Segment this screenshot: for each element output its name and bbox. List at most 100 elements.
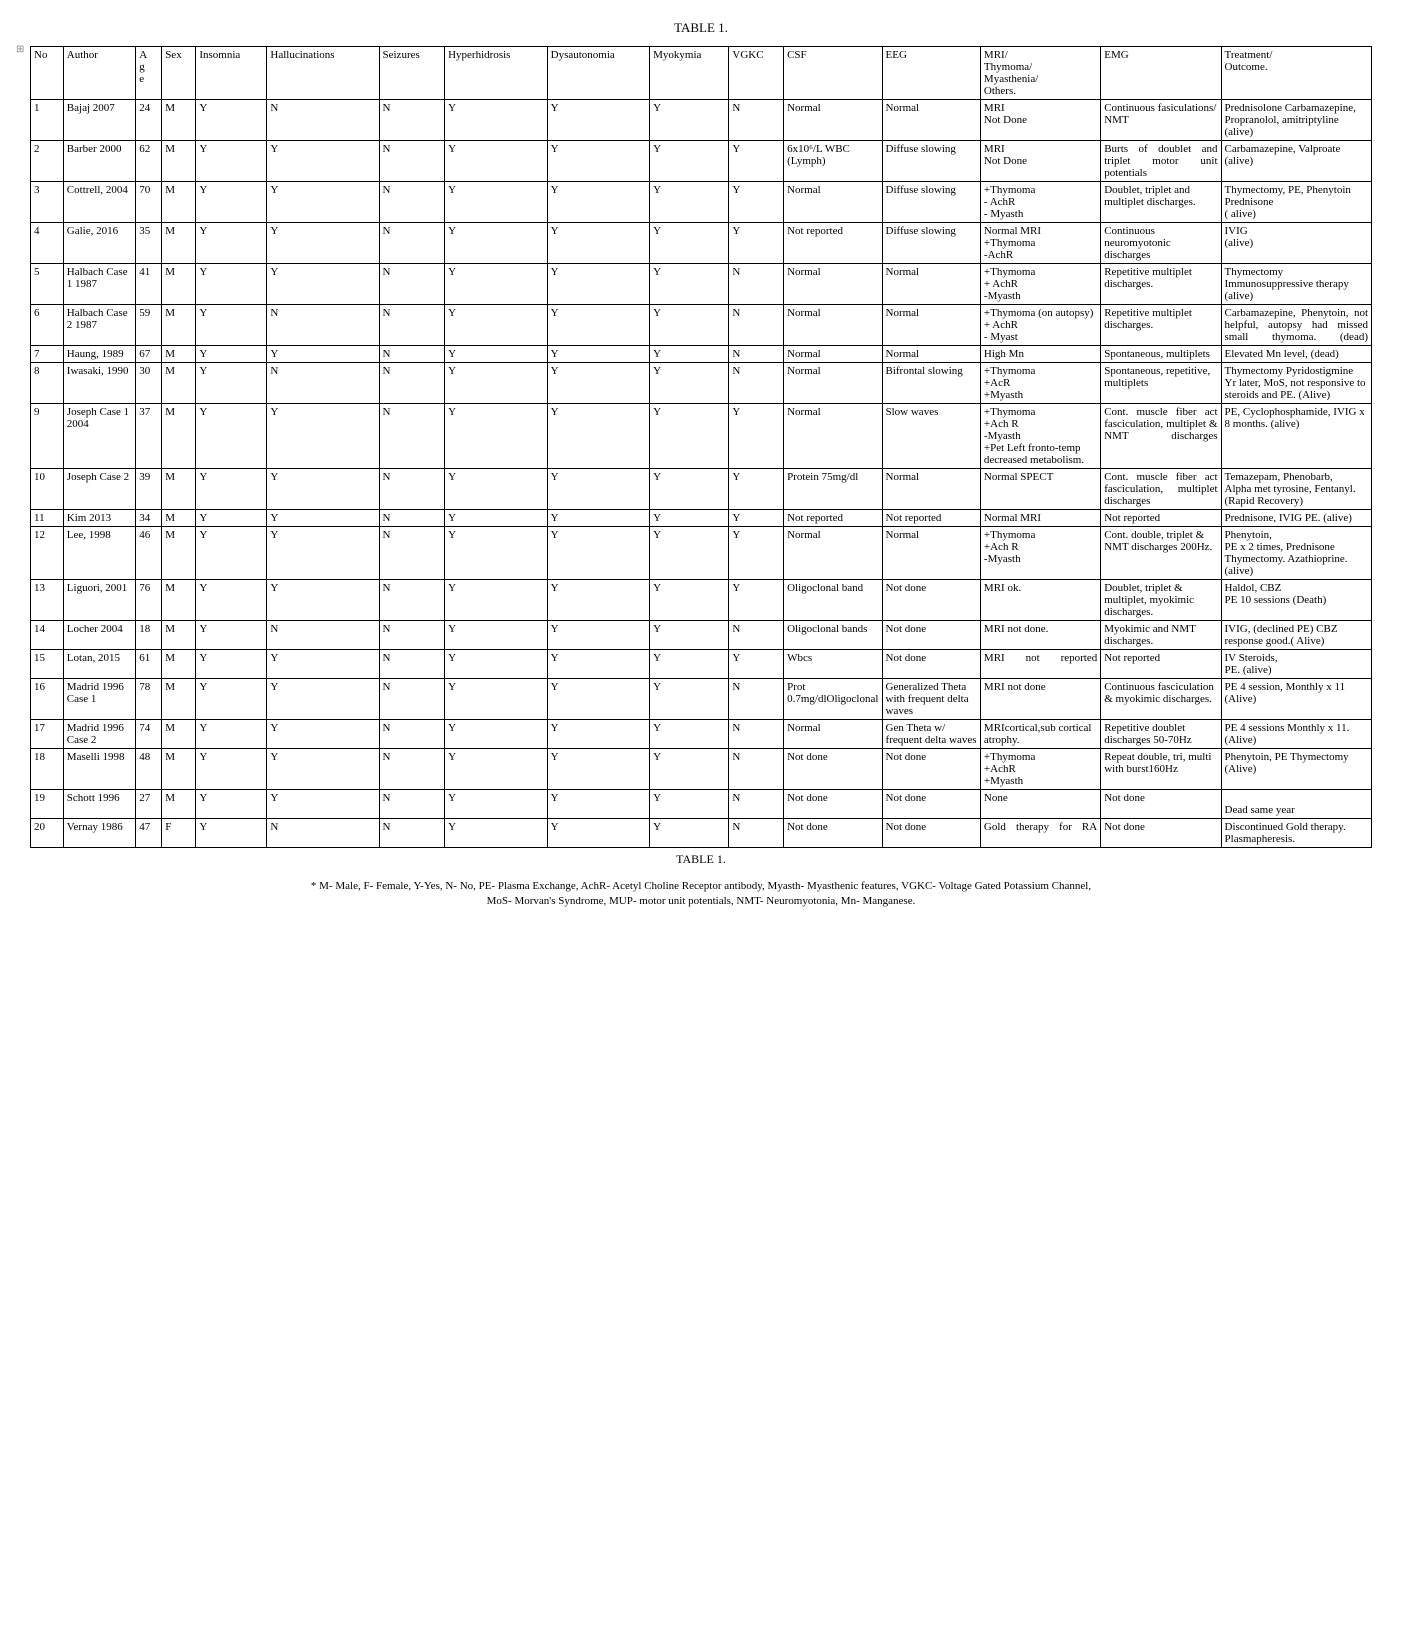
table-row: 5Halbach Case 1 198741MYYNYYYNNormalNorm… [31, 264, 1372, 305]
table-cell: 8 [31, 363, 64, 404]
table-cell: N [379, 650, 445, 679]
table-cell: Y [547, 346, 650, 363]
table-cell: Y [547, 720, 650, 749]
table-row: 16Madrid 1996 Case 178MYYNYYYNProt 0.7mg… [31, 679, 1372, 720]
table-cell: N [379, 182, 445, 223]
table-cell: Thymectomy PyridostigmineYr later, MoS, … [1221, 363, 1371, 404]
table-cell: N [267, 305, 379, 346]
table-cell: 5 [31, 264, 64, 305]
table-cell: N [729, 264, 784, 305]
table-cell: PE 4 session, Monthly x 11 (Alive) [1221, 679, 1371, 720]
table-cell: Protein 75mg/dl [784, 469, 882, 510]
table-cell: Y [547, 510, 650, 527]
table-row: 14Locher 200418MYNNYYYNOligoclonal bands… [31, 621, 1372, 650]
table-cell: Bifrontal slowing [882, 363, 980, 404]
table-cell: Carbamazepine, Valproate(alive) [1221, 141, 1371, 182]
table-cell: Y [445, 580, 548, 621]
table-cell: N [729, 100, 784, 141]
table-cell: 48 [136, 749, 162, 790]
table-cell: N [729, 621, 784, 650]
table-cell: 41 [136, 264, 162, 305]
table-cell: MRI not done [980, 679, 1100, 720]
table-row: 6Halbach Case 2 198759MYNNYYYNNormalNorm… [31, 305, 1372, 346]
table-cell: 18 [136, 621, 162, 650]
table-cell: Doublet, triplet and multiplet discharge… [1101, 182, 1221, 223]
table-cell: Y [196, 346, 267, 363]
table-cell: Normal [784, 404, 882, 469]
table-cell: Carbamazepine, Phenytoin, not helpful, a… [1221, 305, 1371, 346]
table-cell: N [379, 305, 445, 346]
table-cell: Y [445, 819, 548, 848]
table-cell: Y [445, 141, 548, 182]
table-cell: Y [547, 264, 650, 305]
table-cell: Y [267, 469, 379, 510]
table-cell: N [267, 819, 379, 848]
table-cell: N [379, 510, 445, 527]
table-cell: M [162, 527, 196, 580]
table-cell: Prednisolone Carbamazepine, Propranolol,… [1221, 100, 1371, 141]
table-cell: MRINot Done [980, 100, 1100, 141]
table-cell: Y [445, 650, 548, 679]
table-cell: 17 [31, 720, 64, 749]
table-cell: Y [547, 100, 650, 141]
table-cell: Lotan, 2015 [63, 650, 135, 679]
table-cell: Y [445, 749, 548, 790]
table-cell: Y [196, 621, 267, 650]
table-footnote: * M- Male, F- Female, Y-Yes, N- No, PE- … [30, 879, 1372, 910]
table-cell: MRI ok. [980, 580, 1100, 621]
table-cell: Y [547, 621, 650, 650]
table-cell: Not done [882, 580, 980, 621]
column-header: Dysautonomia [547, 47, 650, 100]
table-cell: Continuous fasciculation & myokimic disc… [1101, 679, 1221, 720]
table-row: 2Barber 200062MYYNYYYY6x10⁶/L WBC (Lymph… [31, 141, 1372, 182]
table-cell: Y [267, 790, 379, 819]
table-cell: Y [196, 305, 267, 346]
table-cell: 61 [136, 650, 162, 679]
table-cell: 24 [136, 100, 162, 141]
table-row: 19Schott 199627MYYNYYYNNot doneNot doneN… [31, 790, 1372, 819]
table-cell: Not done [882, 650, 980, 679]
table-cell: Y [267, 749, 379, 790]
table-cell: Halbach Case 1 1987 [63, 264, 135, 305]
column-header: Hyperhidrosis [445, 47, 548, 100]
table-cell: Y [547, 141, 650, 182]
table-cell: Y [196, 469, 267, 510]
table-cell: N [729, 346, 784, 363]
table-cell: M [162, 223, 196, 264]
table-cell: 13 [31, 580, 64, 621]
table-cell: IVIG, (declined PE) CBZ response good.( … [1221, 621, 1371, 650]
table-cell: Normal [784, 264, 882, 305]
footnote-line-2: MoS- Morvan's Syndrome, MUP- motor unit … [487, 895, 916, 907]
table-cell: 4 [31, 223, 64, 264]
table-cell: Oligoclonal bands [784, 621, 882, 650]
table-cell: Kim 2013 [63, 510, 135, 527]
table-cell: Maselli 1998 [63, 749, 135, 790]
table-cell: Burts of doublet and triplet motor unit … [1101, 141, 1221, 182]
table-cell: 59 [136, 305, 162, 346]
table-cell: Y [547, 749, 650, 790]
table-cell: N [379, 363, 445, 404]
table-cell: Slow waves [882, 404, 980, 469]
table-cell: Y [729, 223, 784, 264]
table-cell: Y [729, 182, 784, 223]
table-cell: N [267, 621, 379, 650]
table-cell: +Thymoma+AchR+Myasth [980, 749, 1100, 790]
table-cell: Y [196, 650, 267, 679]
table-cell: Y [729, 510, 784, 527]
table-cell: Y [650, 650, 729, 679]
table-cell: Y [547, 404, 650, 469]
column-header: Treatment/Outcome. [1221, 47, 1371, 100]
column-header: EEG [882, 47, 980, 100]
table-cell: Thymectomy Immunosuppressive therapy (al… [1221, 264, 1371, 305]
table-cell: Normal [882, 346, 980, 363]
table-cell: Diffuse slowing [882, 182, 980, 223]
table-cell: N [729, 819, 784, 848]
table-cell: Cont. double, triplet & NMT discharges 2… [1101, 527, 1221, 580]
table-cell: Normal [784, 527, 882, 580]
table-cell: 74 [136, 720, 162, 749]
table-cell: F [162, 819, 196, 848]
table-row: 13Liguori, 200176MYYNYYYYOligoclonal ban… [31, 580, 1372, 621]
table-cell: N [729, 305, 784, 346]
table-cell: Y [445, 223, 548, 264]
table-cell: Y [650, 346, 729, 363]
